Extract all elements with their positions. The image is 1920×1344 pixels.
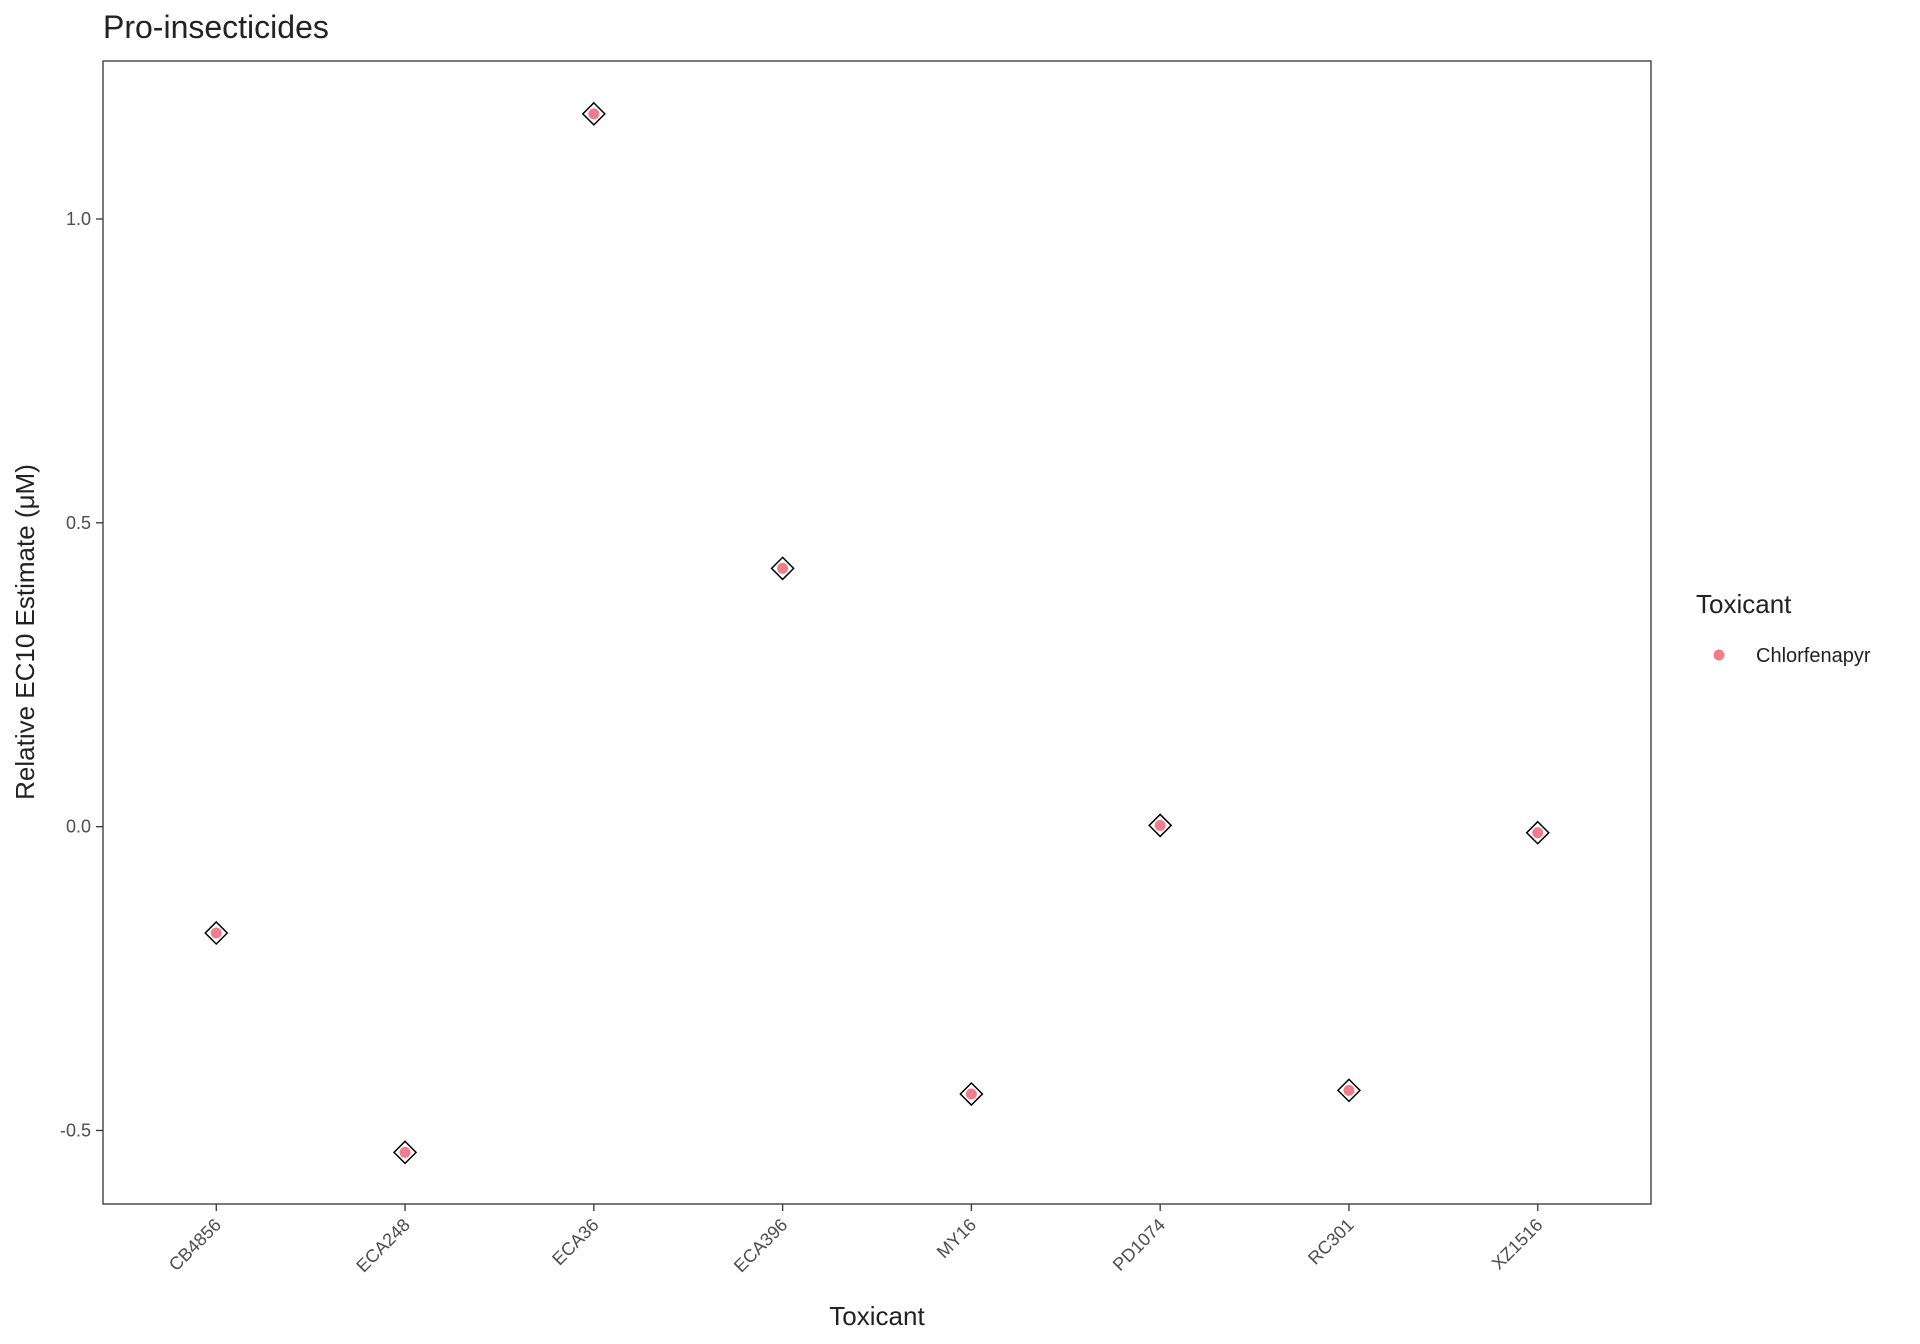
x-axis-title: Toxicant bbox=[829, 1301, 925, 1331]
legend-title: Toxicant bbox=[1696, 589, 1792, 619]
point bbox=[1154, 819, 1166, 831]
point bbox=[210, 927, 222, 939]
summary-diamond bbox=[1148, 813, 1173, 838]
point bbox=[965, 1088, 977, 1100]
point bbox=[1532, 827, 1544, 839]
x-tick-label: MY16 bbox=[933, 1215, 980, 1262]
y-tick-label: 0.5 bbox=[66, 513, 91, 533]
legend-key bbox=[1713, 649, 1725, 661]
point bbox=[1343, 1084, 1355, 1096]
x-tick-label: XZ1516 bbox=[1488, 1215, 1547, 1274]
y-axis-title: Relative EC10 Estimate (μM) bbox=[10, 464, 40, 800]
x-tick-label: CB4856 bbox=[165, 1215, 225, 1275]
point bbox=[399, 1146, 411, 1158]
summary-diamond bbox=[770, 556, 795, 581]
legend-label: Chlorfenapyr bbox=[1756, 645, 1871, 667]
chart-title: Pro-insecticides bbox=[103, 9, 329, 45]
x-tick-label: RC301 bbox=[1304, 1215, 1358, 1269]
x-tick-label: PD1074 bbox=[1109, 1215, 1169, 1275]
summary-diamond bbox=[1336, 1078, 1362, 1103]
x-tick-label: ECA396 bbox=[730, 1215, 792, 1277]
summary-diamond bbox=[392, 1140, 418, 1165]
x-tick-label: ECA36 bbox=[548, 1215, 602, 1269]
summary-diamond bbox=[1525, 820, 1550, 845]
summary-diamond bbox=[204, 920, 229, 946]
summary-diamond bbox=[959, 1081, 984, 1107]
x-tick-label: ECA248 bbox=[352, 1215, 414, 1277]
y-tick-label: -0.5 bbox=[60, 1120, 91, 1140]
point bbox=[588, 108, 600, 120]
summary-diamond bbox=[581, 101, 606, 126]
plot-border bbox=[102, 60, 1652, 1205]
y-tick-label: 0.0 bbox=[66, 817, 91, 837]
y-tick-label: 1.0 bbox=[66, 209, 91, 229]
point bbox=[777, 562, 789, 574]
